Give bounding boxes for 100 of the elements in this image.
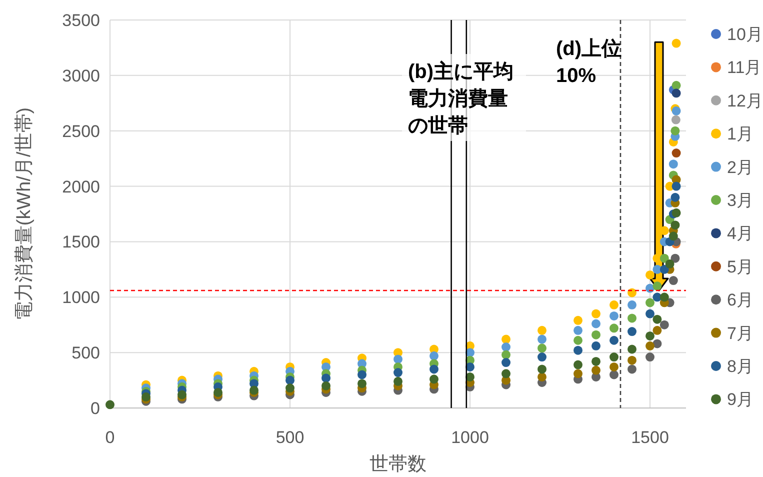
- point: [610, 336, 618, 345]
- point: [430, 351, 438, 360]
- legend-label: 1月: [727, 124, 754, 144]
- point: [610, 311, 618, 320]
- point: [672, 208, 681, 218]
- point: [592, 319, 600, 328]
- point: [574, 346, 582, 355]
- point: [502, 350, 510, 360]
- point: [592, 356, 600, 366]
- point: [610, 300, 618, 310]
- point: [538, 352, 546, 362]
- point: [652, 339, 662, 348]
- point: [502, 369, 510, 378]
- point: [610, 370, 618, 380]
- point: [286, 376, 294, 385]
- point: [670, 192, 680, 202]
- y-tick-label: 3000: [62, 66, 100, 86]
- point: [538, 326, 546, 335]
- legend-label: 6月: [727, 290, 754, 310]
- legend-label: 7月: [727, 324, 754, 343]
- point: [394, 376, 402, 386]
- point: [214, 388, 222, 397]
- point: [652, 326, 662, 335]
- point: [646, 270, 654, 280]
- point: [628, 364, 636, 374]
- point: [538, 344, 546, 353]
- point: [502, 334, 510, 344]
- point: [538, 372, 546, 382]
- point: [672, 80, 681, 90]
- point: [322, 374, 330, 383]
- legend-label: 4月: [727, 224, 754, 244]
- legend-label: 3月: [727, 191, 754, 210]
- y-tick-label: 1500: [62, 232, 100, 252]
- point: [628, 344, 636, 354]
- point: [394, 368, 402, 378]
- point: [592, 330, 600, 340]
- point: [628, 314, 636, 323]
- y-tick-label: 2500: [62, 122, 100, 141]
- y-axis-title: 電力消費量(kWh/月/世帯): [14, 107, 35, 321]
- point: [665, 259, 674, 268]
- point: [670, 126, 680, 136]
- point: [672, 38, 681, 48]
- point: [394, 354, 402, 364]
- legend-label: 5月: [727, 257, 754, 276]
- point: [660, 292, 669, 302]
- x-tick-label: 1500: [631, 428, 669, 447]
- y-tick-label: 0: [90, 399, 100, 418]
- point: [610, 362, 618, 372]
- point: [628, 300, 636, 310]
- point: [652, 282, 662, 291]
- x-tick-label: 500: [276, 428, 304, 447]
- legend-label: 2月: [727, 158, 754, 177]
- annotation: (d)上位10%: [556, 38, 622, 87]
- point: [592, 309, 600, 318]
- point: [574, 360, 582, 370]
- x-tick-label: 0: [105, 428, 115, 447]
- point: [646, 309, 654, 318]
- point: [610, 324, 618, 333]
- point: [592, 341, 600, 350]
- legend-label: 11月: [727, 58, 762, 78]
- point: [646, 298, 654, 308]
- point: [660, 264, 669, 274]
- point: [502, 358, 510, 368]
- point: [358, 370, 366, 380]
- point: [466, 362, 474, 372]
- point: [660, 320, 669, 330]
- point: [668, 276, 678, 286]
- point: [652, 314, 662, 324]
- legend-label: 12月: [727, 91, 763, 110]
- point: [592, 366, 600, 375]
- point: [430, 364, 438, 374]
- y-tick-label: 1000: [62, 288, 100, 308]
- point: [668, 160, 678, 169]
- point: [646, 352, 654, 362]
- point: [628, 356, 636, 365]
- point: [574, 316, 582, 325]
- annotation: (b)主に平均電力消費量の世帯: [402, 54, 526, 141]
- point: [574, 369, 582, 378]
- y-tick-label: 2000: [62, 177, 100, 196]
- point: [628, 327, 636, 336]
- point: [322, 381, 330, 390]
- point: [628, 288, 636, 298]
- point: [646, 341, 654, 350]
- point: [466, 372, 474, 382]
- x-axis-title: 世帯数: [370, 454, 426, 475]
- point: [646, 331, 654, 340]
- point: [142, 392, 150, 402]
- point: [670, 254, 680, 263]
- point: [430, 374, 438, 384]
- point: [286, 384, 294, 393]
- point: [538, 364, 546, 374]
- point: [502, 342, 510, 352]
- point: [574, 326, 582, 335]
- point: [610, 352, 618, 362]
- y-tick-label: 3500: [62, 11, 100, 30]
- point: [358, 379, 366, 388]
- point: [538, 334, 546, 344]
- y-tick-label: 500: [72, 344, 100, 363]
- point: [660, 254, 669, 263]
- point: [574, 336, 582, 345]
